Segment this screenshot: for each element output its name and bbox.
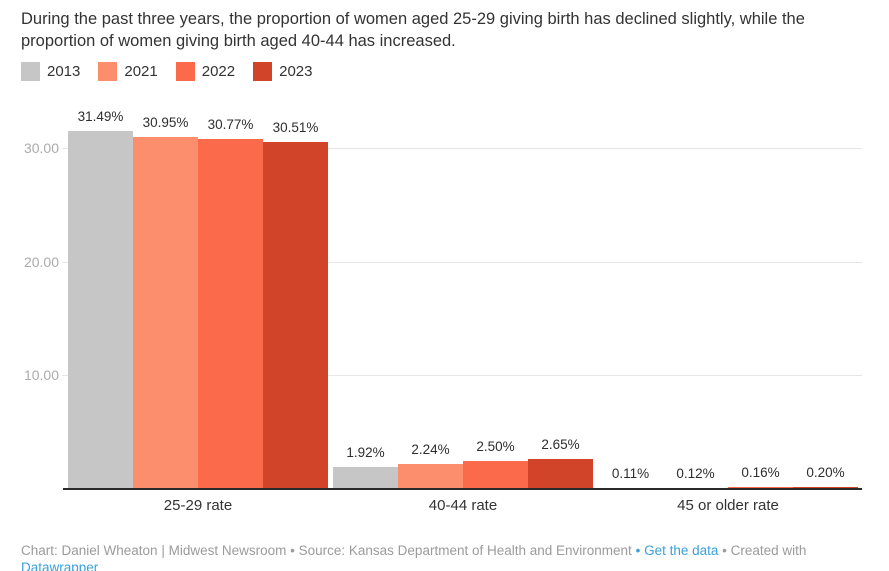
y-axis-tick-label: 10.00 xyxy=(23,367,59,384)
footer-created-with: Created with xyxy=(730,543,807,558)
legend-swatch-2022 xyxy=(175,62,195,81)
datawrapper-link[interactable]: Datawrapper xyxy=(21,560,99,571)
bar-2022-40-44-rate[interactable] xyxy=(463,460,528,489)
bar-value-label: 0.12% xyxy=(676,465,715,481)
gridline xyxy=(62,261,862,263)
footer-separator: • xyxy=(290,543,295,558)
x-axis-line xyxy=(63,488,862,490)
bar-2023-40-44-rate[interactable] xyxy=(528,458,593,489)
y-axis-tick-label: 30.00 xyxy=(23,140,59,156)
legend-swatch-2021 xyxy=(98,62,118,81)
gridline xyxy=(62,375,862,377)
bar-2023-45-or-older-rate[interactable] xyxy=(793,486,858,489)
bar-value-label: 30.51% xyxy=(272,120,319,136)
legend-swatch-2023 xyxy=(253,62,273,81)
bar-2021-25-29-rate[interactable] xyxy=(133,137,198,489)
bar-2021-40-44-rate[interactable] xyxy=(398,463,463,489)
bar-value-label: 2.50% xyxy=(476,438,515,454)
bar-value-label: 1.92% xyxy=(346,445,385,461)
bar-2023-25-29-rate[interactable] xyxy=(263,142,328,489)
legend-label: 2023 xyxy=(279,63,313,80)
y-axis-tick-label: 20.00 xyxy=(23,253,59,270)
footer-attribution: Chart: Daniel Wheaton | Midwest Newsroom… xyxy=(21,542,881,571)
gridline xyxy=(62,148,862,149)
legend-label: 2021 xyxy=(124,63,158,80)
bar-value-label: 0.16% xyxy=(741,465,780,481)
footer-separator: • xyxy=(722,543,727,558)
bar-2022-25-29-rate[interactable] xyxy=(198,139,263,489)
footer-separator: • xyxy=(635,543,641,558)
x-axis-category-label: 40-44 rate xyxy=(428,497,498,514)
bar-value-label: 2.65% xyxy=(541,436,580,452)
legend-item-2023: 2023 xyxy=(253,62,313,81)
bar-value-label: 31.49% xyxy=(77,109,124,125)
chart-title: During the past three years, the proport… xyxy=(21,10,805,50)
legend: 2013 2021 2022 2023 xyxy=(21,62,331,81)
footer-byline: Chart: Daniel Wheaton | Midwest Newsroom xyxy=(21,543,287,558)
legend-swatch-2013 xyxy=(21,62,40,81)
bar-value-label: 0.11% xyxy=(611,465,650,481)
bar-value-label: 2.24% xyxy=(411,441,450,457)
bar-value-label: 30.95% xyxy=(142,115,189,131)
get-the-data-link[interactable]: Get the data xyxy=(644,543,719,558)
bar-value-label: 0.20% xyxy=(806,464,845,480)
bar-2013-40-44-rate[interactable] xyxy=(333,467,398,489)
legend-item-2022: 2022 xyxy=(175,62,236,81)
x-axis-category-label: 25-29 rate xyxy=(163,497,233,514)
bar-2013-25-29-rate[interactable] xyxy=(68,131,133,489)
x-axis-category-label: 45 or older rate xyxy=(677,497,779,514)
footer-source: Source: Kansas Department of Health and … xyxy=(298,543,632,558)
legend-item-2021: 2021 xyxy=(98,62,158,81)
legend-label: 2013 xyxy=(47,63,81,80)
legend-item-2013: 2013 xyxy=(21,62,80,81)
legend-label: 2022 xyxy=(201,63,236,80)
bar-value-label: 30.77% xyxy=(207,117,254,133)
